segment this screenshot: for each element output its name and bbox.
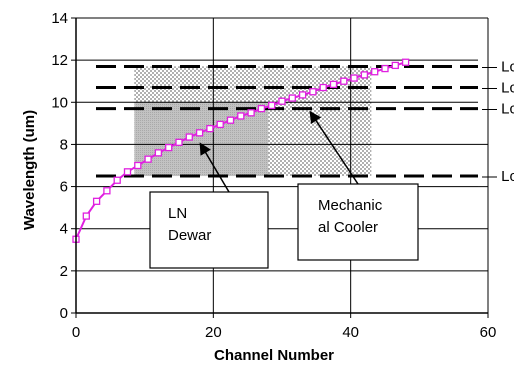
- axes: 0 2 4 6 8 10 12 14 0 20 40 60: [51, 10, 496, 341]
- annotation-text: Dewar: [168, 227, 211, 244]
- annotation-box: [297, 183, 419, 261]
- data-point: [216, 120, 224, 129]
- data-point: [278, 97, 286, 105]
- y-tick-label: 12: [51, 52, 68, 69]
- data-point: [226, 116, 235, 124]
- annotation-arrowhead: [309, 110, 322, 125]
- data-point: [237, 112, 245, 120]
- cutoff-label-lo: — Lo: [482, 168, 514, 185]
- data-point: [195, 129, 204, 137]
- data-point: [123, 168, 132, 176]
- annotation-arrow: [313, 116, 359, 185]
- data-point: [350, 74, 358, 82]
- data-point: [144, 155, 152, 163]
- data-point: [82, 212, 90, 220]
- y-tick-label: 4: [60, 221, 68, 238]
- y-tick-label: 14: [51, 10, 68, 27]
- data-point: [113, 176, 121, 184]
- data-point: [381, 64, 389, 73]
- data-point: [154, 149, 163, 157]
- data-series: [72, 58, 410, 243]
- data-point: [288, 94, 296, 102]
- annotations: LN Dewar Mechanic al Cooler: [149, 110, 419, 269]
- data-point: [360, 71, 369, 79]
- cutoff-label-bg: [478, 166, 514, 187]
- cutoff-lines: — Lc3 — Lc2 — Lc1 — Lo: [96, 56, 514, 187]
- annotation-box: [149, 191, 269, 269]
- annotation-arrow: [203, 148, 230, 193]
- data-point: [298, 91, 307, 99]
- annotation-text: Mechanic: [318, 197, 383, 214]
- cutoff-label-bg: [478, 56, 514, 77]
- data-point: [309, 88, 317, 96]
- data-point: [103, 187, 111, 195]
- y-tick-label: 10: [51, 94, 68, 111]
- data-point: [165, 143, 173, 152]
- data-point: [185, 133, 193, 141]
- data-point: [175, 138, 183, 146]
- x-tick-label: 60: [480, 324, 497, 341]
- data-point: [92, 197, 101, 205]
- x-tick-label: 20: [205, 324, 222, 341]
- y-tick-label: 8: [60, 136, 68, 153]
- data-point: [401, 58, 410, 66]
- x-tick-label: 40: [342, 324, 359, 341]
- data-point: [319, 83, 327, 92]
- x-axis-title: Channel Number: [214, 347, 334, 364]
- data-point: [371, 68, 379, 76]
- annotation-arrowhead: [199, 142, 211, 156]
- cutoff-label-lc3: — Lc3: [482, 58, 514, 75]
- data-point: [268, 101, 276, 110]
- cutoff-label-bg: [478, 77, 514, 98]
- data-point: [329, 80, 338, 89]
- cutoff-label-lc1: — Lc1: [482, 101, 514, 118]
- y-tick-label: 0: [60, 305, 68, 322]
- cutoff-label-lc2: — Lc2: [482, 80, 514, 97]
- y-tick-label: 2: [60, 263, 68, 280]
- data-point: [206, 124, 214, 133]
- data-point: [257, 104, 266, 113]
- data-point: [247, 109, 255, 117]
- x-tick-label: 0: [72, 324, 80, 341]
- data-point: [340, 77, 348, 85]
- cutoff-label-bg: [478, 98, 514, 119]
- data-point: [391, 61, 399, 70]
- annotation-text: al Cooler: [318, 219, 378, 236]
- y-tick-label: 6: [60, 179, 68, 196]
- y-axis-title: Wavelength (um): [21, 110, 38, 230]
- data-point: [134, 161, 142, 170]
- annotation-text: LN: [168, 205, 187, 222]
